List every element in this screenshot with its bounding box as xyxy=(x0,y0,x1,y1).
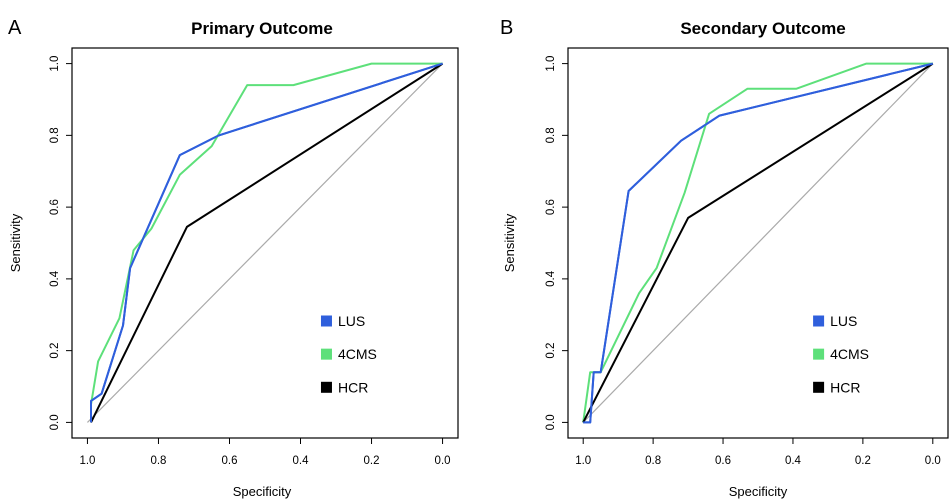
legend: LUS 4CMS HCR xyxy=(320,313,377,395)
series-line-lus-top xyxy=(90,62,443,423)
legend-label-4cms: 4CMS xyxy=(338,346,377,362)
plot-frame xyxy=(567,47,949,439)
x-tick-label: 0.4 xyxy=(785,455,802,467)
series-line-4cms xyxy=(582,62,933,423)
legend-swatch-hcr xyxy=(320,381,332,393)
legend-swatch-lus xyxy=(320,315,332,327)
y-tick-label: 0.8 xyxy=(545,127,557,143)
y-axis-label: Sensitivity xyxy=(502,213,517,272)
series-line-lus-top xyxy=(583,62,934,424)
y-tick-label: 0.0 xyxy=(49,414,61,430)
x-tick-label: 0.0 xyxy=(925,455,941,467)
y-tick-label: 0.2 xyxy=(49,343,61,359)
plot-frame xyxy=(71,47,459,439)
panel-a: A Primary Outcome 1.0 0.8 0.6 0.4 0.2 0.0 0.0 0.2… xyxy=(8,17,459,499)
x-tick-label: 0.2 xyxy=(364,455,380,467)
series-line-hcr xyxy=(90,62,444,423)
y-axis-label: Sensitivity xyxy=(8,213,23,272)
y-tick-label: 0.2 xyxy=(545,343,557,359)
legend-label-4cms: 4CMS xyxy=(830,346,869,362)
x-axis-label: Specificity xyxy=(233,484,292,499)
x-axis-label: Specificity xyxy=(729,484,788,499)
chart-title: Primary Outcome xyxy=(191,19,333,38)
x-tick-label: 1.0 xyxy=(79,455,95,467)
chart-title: Secondary Outcome xyxy=(680,19,845,38)
x-tick-label: 0.4 xyxy=(293,455,310,467)
x-tick-label: 0.0 xyxy=(435,455,451,467)
legend-swatch-lus xyxy=(813,315,825,327)
reference-diagonal xyxy=(582,63,934,423)
legend-swatch-hcr xyxy=(813,381,825,393)
legend-label-lus: LUS xyxy=(830,313,857,329)
y-tick-label: 0.4 xyxy=(545,270,557,287)
legend-label-hcr: HCR xyxy=(830,379,860,395)
y-tick-label: 0.0 xyxy=(545,414,557,430)
legend-label-lus: LUS xyxy=(338,313,365,329)
legend: LUS 4CMS HCR xyxy=(813,313,869,395)
y-tick-label: 1.0 xyxy=(49,56,61,72)
legend-swatch-4cms xyxy=(320,348,332,360)
y-tick-label: 0.6 xyxy=(545,199,557,215)
panel-label: A xyxy=(8,17,22,39)
panel-label: B xyxy=(500,17,513,39)
series-line-hcr xyxy=(582,62,934,423)
reference-diagonal xyxy=(87,63,443,423)
x-tick-label: 1.0 xyxy=(575,455,591,467)
x-tick-label: 0.8 xyxy=(645,455,661,467)
x-tick-label: 0.6 xyxy=(715,455,731,467)
legend-label-hcr: HCR xyxy=(338,379,368,395)
y-tick-label: 0.6 xyxy=(49,199,61,215)
y-tick-label: 0.8 xyxy=(49,127,61,143)
panel-b: B Secondary Outcome 1.0 0.8 0.6 0.4 0.2 0.0 0.0 0… xyxy=(500,17,949,499)
x-tick-label: 0.2 xyxy=(855,455,871,467)
x-tick-label: 0.6 xyxy=(221,455,237,467)
series-line-4cms xyxy=(90,62,443,423)
y-tick-label: 0.4 xyxy=(49,270,61,287)
legend-swatch-4cms xyxy=(813,348,825,360)
x-tick-label: 0.8 xyxy=(150,455,166,467)
y-tick-label: 1.0 xyxy=(545,56,557,72)
